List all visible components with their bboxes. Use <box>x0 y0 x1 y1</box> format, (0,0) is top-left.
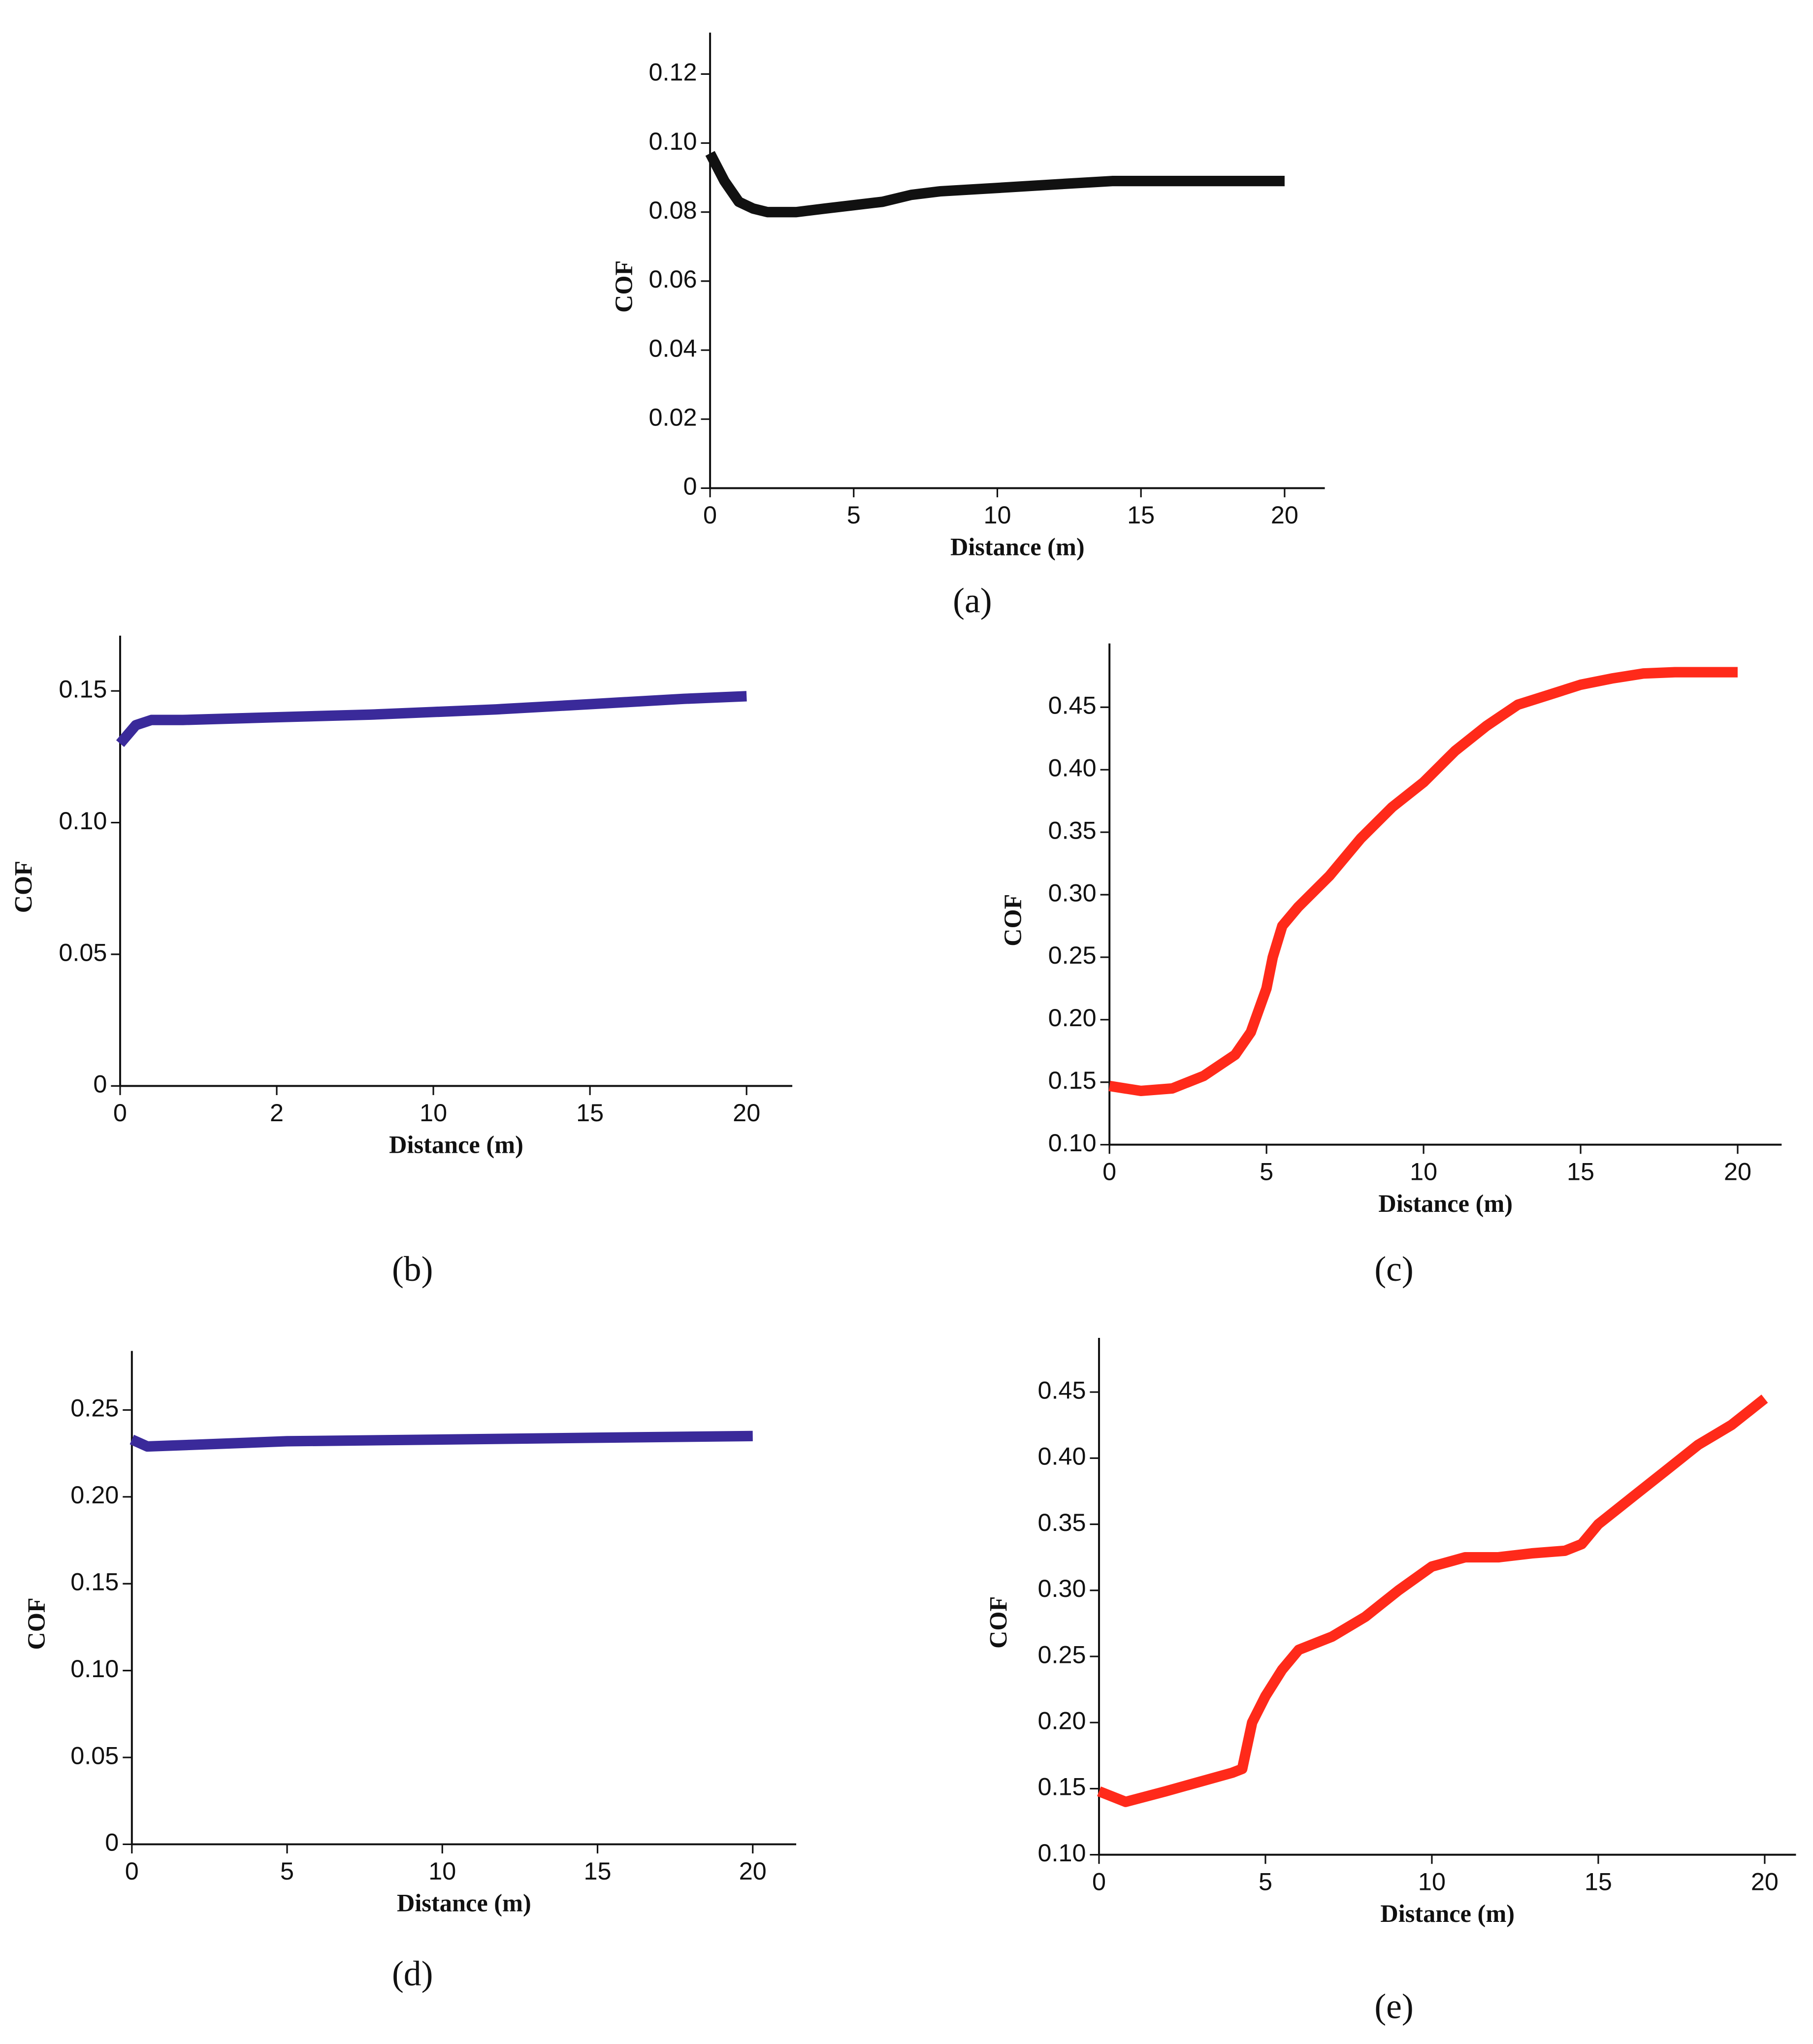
x-tick-label: 15 <box>576 1099 604 1127</box>
y-tick-label: 0.30 <box>1048 878 1097 907</box>
y-axis-label: COF <box>610 260 638 313</box>
y-tick-label: 0.25 <box>1037 1640 1086 1668</box>
y-tick-label: 0.15 <box>1037 1773 1086 1801</box>
y-axis-label: COF <box>985 1596 1012 1649</box>
cof-line <box>705 151 1285 218</box>
y-tick-label: 0 <box>683 472 697 500</box>
x-tick-label: 5 <box>1260 1157 1273 1185</box>
x-axis-label: Distance (m) <box>1380 1900 1515 1927</box>
y-tick-label: 0.20 <box>1037 1706 1086 1734</box>
x-tick-label: 10 <box>1418 1867 1446 1895</box>
y-tick-label: 0.45 <box>1048 691 1097 719</box>
y-tick-label: 0.25 <box>70 1394 119 1422</box>
y-tick-label: 0.45 <box>1037 1376 1086 1404</box>
x-tick-label: 0 <box>1092 1867 1106 1895</box>
y-tick-label: 0.10 <box>59 807 107 835</box>
y-tick-label: 0.15 <box>59 675 107 703</box>
x-tick-label: 20 <box>1724 1157 1751 1185</box>
y-tick-label: 0.10 <box>70 1655 119 1683</box>
x-tick-label: 10 <box>428 1857 456 1885</box>
caption: (c) <box>1374 1250 1413 1289</box>
cof-line <box>1108 667 1738 1097</box>
y-tick-label: 0.40 <box>1048 753 1097 781</box>
y-tick-label: 0.15 <box>1048 1066 1097 1094</box>
y-tick-label: 0 <box>93 1070 107 1098</box>
y-tick-label: 0.05 <box>59 938 107 966</box>
y-tick-label: 0.02 <box>649 403 697 431</box>
cof-line <box>130 1430 753 1452</box>
y-tick-label: 0.40 <box>1037 1442 1086 1470</box>
x-axis-label: Distance (m) <box>397 1889 531 1917</box>
y-axis-label: COF <box>23 1597 50 1650</box>
x-tick-label: 10 <box>983 501 1011 529</box>
x-axis-label: Distance (m) <box>389 1131 523 1159</box>
cof-line <box>116 691 747 747</box>
y-tick-label: 0.20 <box>1048 1004 1097 1032</box>
cof-line <box>1097 1395 1768 1807</box>
caption: (d) <box>392 1954 433 1993</box>
x-tick-label: 10 <box>420 1099 447 1127</box>
x-tick-label: 20 <box>1271 501 1298 529</box>
y-tick-label: 0.10 <box>1037 1839 1086 1867</box>
y-tick-label: 0.04 <box>649 334 697 362</box>
x-tick-label: 0 <box>125 1857 139 1885</box>
x-tick-label: 20 <box>739 1857 767 1885</box>
x-tick-label: 2 <box>270 1099 284 1127</box>
x-tick-label: 0 <box>1102 1157 1116 1185</box>
y-tick-label: 0.10 <box>1048 1129 1097 1157</box>
x-tick-label: 5 <box>280 1857 294 1885</box>
x-tick-label: 15 <box>1585 1867 1612 1895</box>
y-tick-label: 0.15 <box>70 1568 119 1596</box>
caption: (b) <box>392 1250 433 1289</box>
y-axis-label: COF <box>10 861 37 913</box>
y-tick-label: 0.06 <box>649 265 697 293</box>
y-tick-label: 0.25 <box>1048 941 1097 969</box>
y-tick-label: 0.35 <box>1037 1508 1086 1536</box>
x-tick-label: 10 <box>1410 1157 1437 1185</box>
caption: (e) <box>1374 1987 1413 2026</box>
x-tick-label: 0 <box>113 1099 127 1127</box>
x-tick-label: 20 <box>733 1099 760 1127</box>
x-tick-label: 20 <box>1751 1867 1779 1895</box>
caption: (a) <box>953 582 992 620</box>
y-axis-label: COF <box>999 894 1027 946</box>
x-tick-label: 0 <box>703 501 717 529</box>
y-tick-label: 0.05 <box>70 1741 119 1769</box>
x-tick-label: 5 <box>1259 1867 1272 1895</box>
y-tick-label: 0.35 <box>1048 816 1097 844</box>
y-tick-label: 0.20 <box>70 1481 119 1509</box>
x-axis-label: Distance (m) <box>1378 1190 1513 1217</box>
x-axis-label: Distance (m) <box>950 533 1085 561</box>
y-tick-label: 0.10 <box>649 127 697 155</box>
x-tick-label: 15 <box>584 1857 612 1885</box>
y-tick-label: 0.30 <box>1037 1574 1086 1602</box>
y-tick-label: 0.08 <box>649 196 697 224</box>
x-tick-label: 15 <box>1127 501 1155 529</box>
y-tick-label: 0 <box>105 1828 119 1856</box>
y-tick-label: 0.12 <box>649 58 697 86</box>
x-tick-label: 15 <box>1567 1157 1594 1185</box>
x-tick-label: 5 <box>847 501 861 529</box>
